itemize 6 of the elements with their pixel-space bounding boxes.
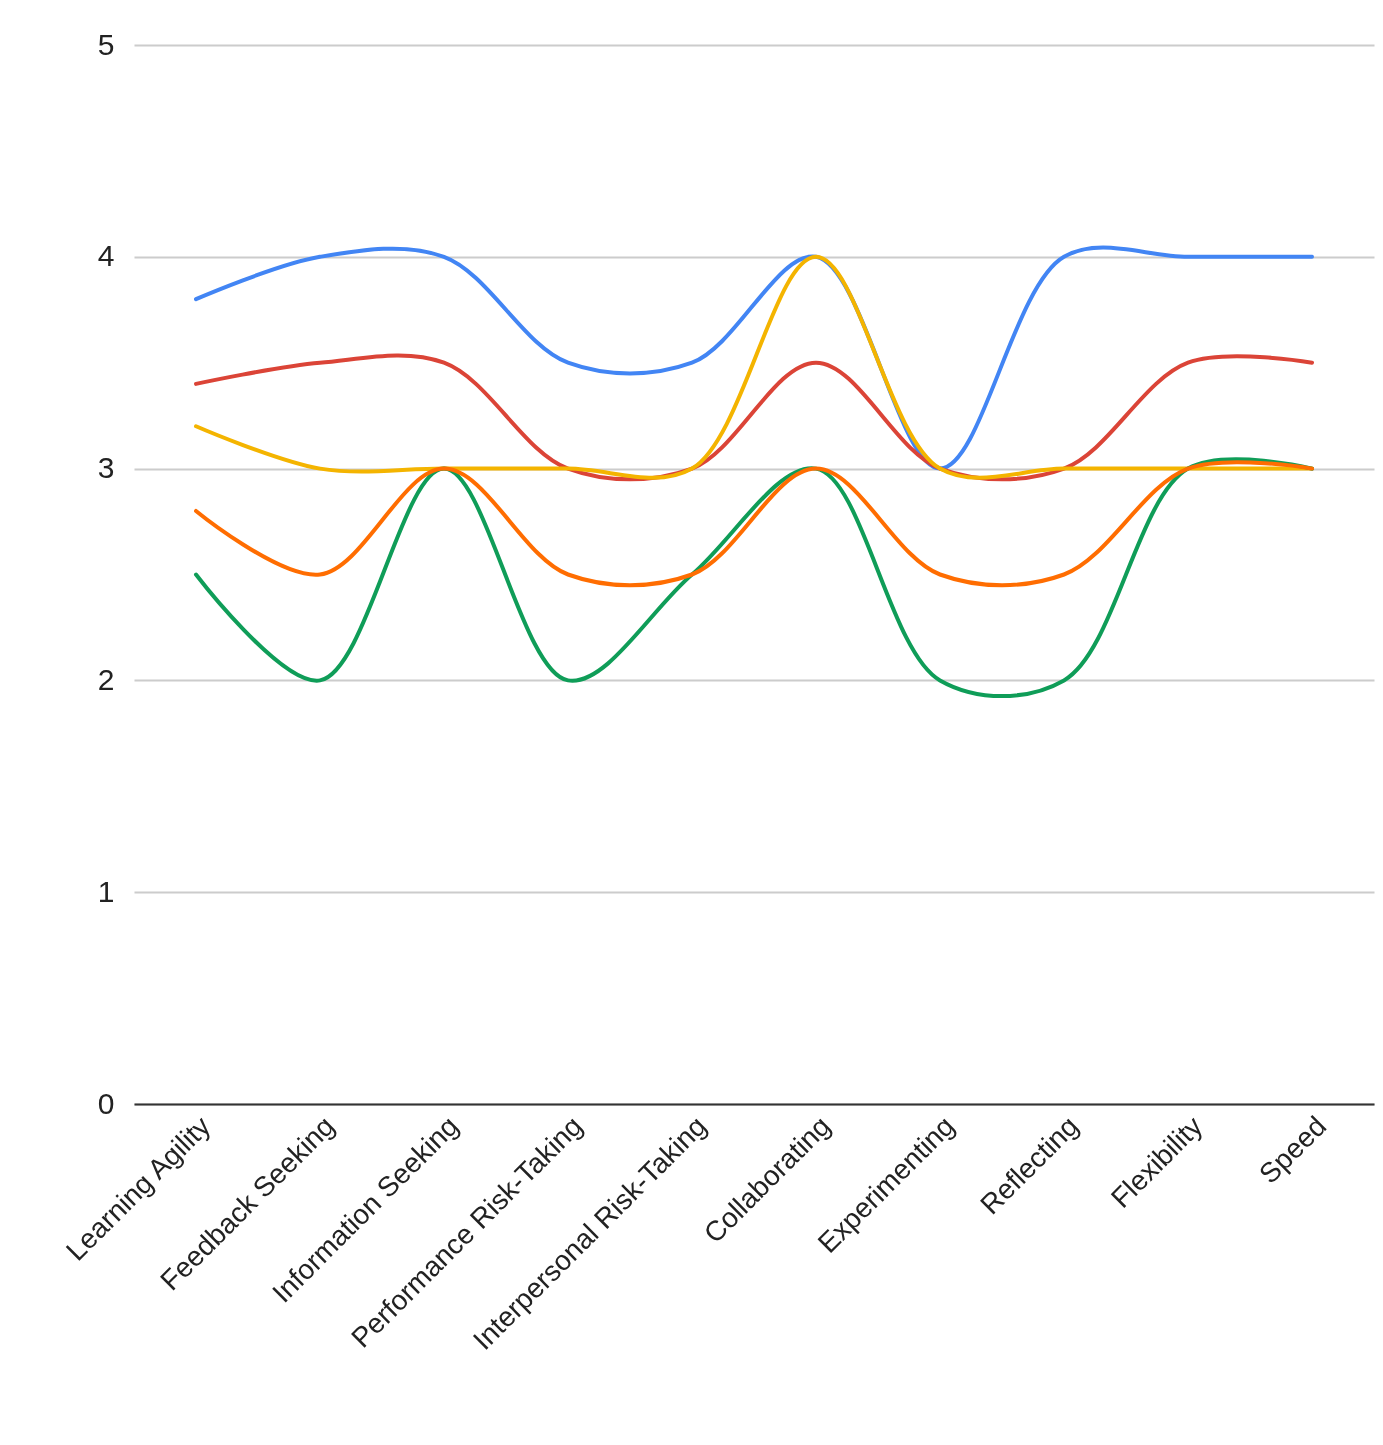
y-tick-label: 0 — [97, 1086, 115, 1120]
y-tick-label: 5 — [97, 27, 115, 61]
y-tick-label: 2 — [97, 662, 115, 696]
y-tick-label: 3 — [97, 451, 115, 485]
y-tick-label: 1 — [97, 874, 115, 908]
y-tick-label: 4 — [97, 239, 115, 273]
